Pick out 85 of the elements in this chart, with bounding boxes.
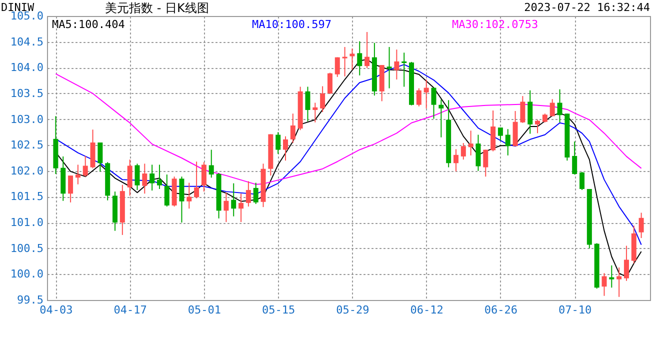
text: MA10:100.597 — [252, 18, 332, 31]
candlestick — [98, 142, 103, 172]
y-tick-label: 102.0 — [10, 164, 44, 178]
y-tick-label: 101.5 — [10, 190, 44, 204]
candlestick — [438, 99, 444, 138]
candlestick — [156, 164, 162, 190]
candlestick — [528, 90, 533, 134]
x-tick-label: 06-26 — [484, 304, 518, 316]
y-tick-label: 101.0 — [10, 216, 44, 230]
candlestick — [276, 132, 281, 154]
y-tick-label: 100.5 — [10, 242, 44, 255]
candlestick — [208, 149, 214, 178]
y-tick-label: 104.0 — [10, 61, 44, 74]
candlestick — [305, 86, 310, 122]
candlestick — [327, 72, 332, 94]
candlestick — [179, 176, 184, 224]
candlestick — [550, 98, 555, 117]
candlestick — [498, 127, 503, 141]
candlestick — [394, 49, 400, 80]
candlestick — [320, 86, 326, 113]
candlestick — [68, 175, 74, 203]
candlestick — [424, 79, 429, 109]
candlestick — [290, 113, 296, 144]
candlestick — [431, 87, 436, 120]
candlestick — [75, 164, 80, 185]
candlestick — [142, 163, 148, 194]
candlestick — [624, 245, 629, 282]
candlestick — [186, 182, 192, 210]
candlestick — [386, 46, 392, 89]
text: MA5:100.404 — [52, 18, 126, 31]
candlestick — [364, 32, 370, 69]
candlestick — [201, 162, 206, 192]
candlestick — [476, 134, 481, 172]
candlestick — [453, 148, 458, 172]
candlestick — [535, 119, 540, 134]
candlestick — [579, 171, 584, 191]
candlestick — [334, 56, 340, 78]
candlestick — [224, 192, 229, 223]
x-tick-label: 05-29 — [336, 304, 370, 316]
candlestick — [350, 48, 355, 70]
candlestick — [520, 96, 526, 124]
candlestick — [357, 40, 362, 76]
candlestick — [490, 110, 496, 152]
candlestick — [312, 102, 318, 123]
candlestick — [127, 159, 132, 196]
candlestick — [150, 164, 155, 192]
y-tick-label: 100.0 — [10, 268, 44, 281]
y-tick-label: 105.0 — [10, 10, 44, 22]
candlestick — [416, 88, 422, 107]
candlestick — [253, 182, 258, 204]
candlestick — [82, 155, 88, 178]
y-tick-label: 104.5 — [10, 35, 44, 48]
candlestick — [468, 130, 474, 156]
text: MA30:102.0753 — [452, 18, 538, 31]
chart-title: 美元指数 - 日K线图 — [105, 1, 209, 15]
candlestick — [134, 163, 140, 191]
candlestick — [505, 128, 510, 156]
candlestick — [483, 149, 488, 178]
candlestick — [164, 174, 170, 208]
candlestick — [638, 212, 644, 239]
candlestick — [194, 161, 200, 199]
x-tick-label: 04-17 — [114, 304, 147, 316]
candlestick — [602, 272, 607, 296]
y-tick-label: 99.5 — [17, 294, 44, 306]
candlestick — [342, 46, 348, 77]
y-tick-label: 102.5 — [10, 138, 44, 152]
candlestick — [231, 182, 236, 217]
candlestick — [246, 180, 251, 208]
text: 2023-07-22 16:32:44 — [524, 1, 650, 14]
candlestick — [572, 140, 578, 176]
candlestick — [609, 264, 614, 288]
x-tick-label: 06-12 — [410, 304, 444, 316]
x-tick-label: 04-03 — [40, 304, 73, 316]
x-tick-label: 05-01 — [188, 304, 222, 316]
y-tick-label: 103.5 — [10, 86, 44, 100]
candlestick — [616, 266, 622, 298]
candlestick — [238, 193, 244, 223]
candlestick — [282, 136, 288, 162]
x-tick-label: 07-10 — [558, 304, 592, 316]
candlestick — [557, 88, 562, 123]
candlestick — [460, 142, 466, 160]
line-series — [55, 73, 642, 185]
x-tick-label: 05-15 — [262, 304, 296, 316]
candlestick — [402, 52, 407, 88]
y-tick-label: 103.0 — [10, 112, 44, 126]
